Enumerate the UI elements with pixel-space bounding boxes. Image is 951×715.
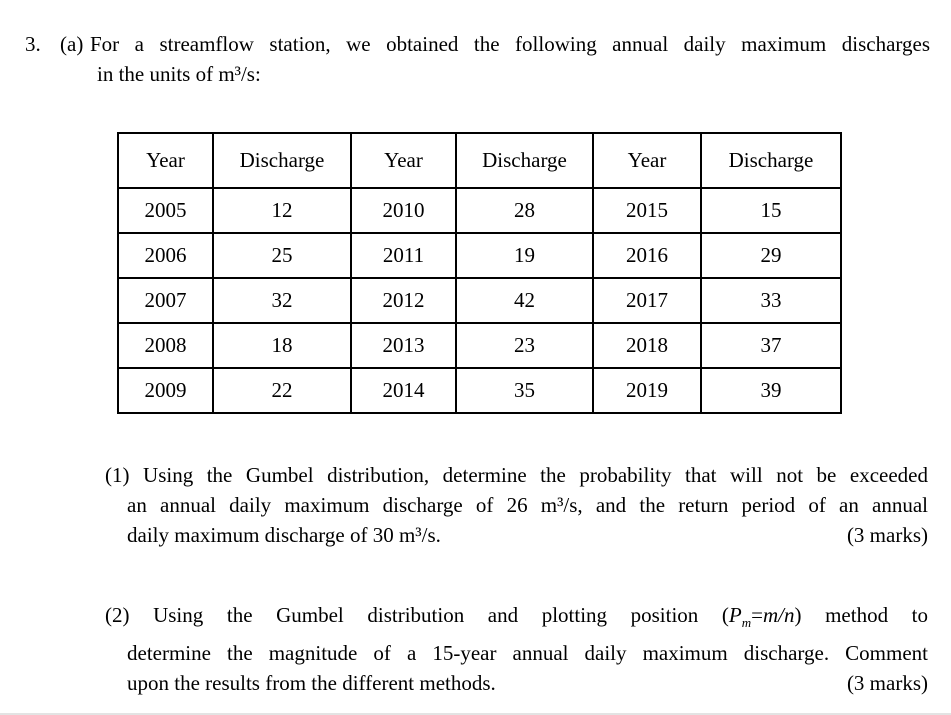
year-cell: 2010 [350, 187, 457, 234]
question-1-number: (1) [105, 463, 130, 487]
table-row: 2007 32 2012 42 2017 33 [117, 277, 842, 324]
question-1-line-1: (1) Using the Gumbel distribution, deter… [105, 460, 929, 490]
discharge-cell: 35 [455, 367, 594, 414]
question-2-line-3-text: upon the results from the different meth… [127, 671, 496, 696]
discharge-cell: 32 [212, 277, 352, 324]
table-row: 2006 25 2011 19 2016 29 [117, 232, 842, 279]
year-cell: 2015 [592, 187, 702, 234]
table-row: 2005 12 2010 28 2015 15 [117, 187, 842, 234]
table-header-cell: Year [592, 132, 702, 189]
formula-subscript-m: m [741, 615, 752, 631]
year-cell: 2014 [350, 367, 457, 414]
discharge-cell: 18 [212, 322, 352, 369]
formula-equals: = [751, 603, 763, 627]
discharge-cell: 28 [455, 187, 594, 234]
year-cell: 2018 [592, 322, 702, 369]
table-header-cell: Discharge [700, 132, 842, 189]
intro-line-1: For a streamflow station, we obtained th… [90, 32, 930, 56]
table-header-cell: Discharge [455, 132, 594, 189]
question-2-line-1-prefix: Using the Gumbel distribution and plotti… [153, 603, 699, 627]
question-1-line-1-text: Using the Gumbel distribution, determine… [143, 463, 929, 487]
question-2-line-3: upon the results from the different meth… [127, 668, 928, 698]
formula-expression: m/n [762, 603, 795, 627]
discharge-cell: 25 [212, 232, 352, 279]
question-2-number: (2) [105, 603, 130, 627]
formula-close-paren: ) [794, 603, 802, 627]
table-row: 2009 22 2014 35 2019 39 [117, 367, 842, 414]
table-header-cell: Year [350, 132, 457, 189]
table-row: 2008 18 2013 23 2018 37 [117, 322, 842, 369]
table-header-cell: Discharge [212, 132, 352, 189]
item-number: 3. [25, 32, 41, 56]
discharge-cell: 29 [700, 232, 842, 279]
year-cell: 2006 [117, 232, 214, 279]
year-cell: 2012 [350, 277, 457, 324]
year-cell: 2005 [117, 187, 214, 234]
table-header-cell: Year [117, 132, 214, 189]
year-cell: 2011 [350, 232, 457, 279]
discharge-cell: 37 [700, 322, 842, 369]
question-1-marks: (3 marks) [846, 523, 928, 547]
year-cell: 2019 [592, 367, 702, 414]
discharge-cell: 23 [455, 322, 594, 369]
formula-variable-P: P [728, 603, 742, 627]
discharge-cell: 12 [212, 187, 352, 234]
year-cell: 2017 [592, 277, 702, 324]
table-header-row: Year Discharge Year Discharge Year Disch… [117, 132, 842, 189]
discharge-cell: 42 [455, 277, 594, 324]
year-cell: 2016 [592, 232, 702, 279]
question-1-line-3-text: daily maximum discharge of 30 m³/s. [127, 523, 441, 547]
discharge-cell: 39 [700, 367, 842, 414]
page-bottom-edge [0, 713, 951, 715]
sub-question-2: (2) Using the Gumbel distribution and pl… [105, 600, 928, 698]
intro-line-2: in the units of m³/s: [97, 62, 261, 86]
plotting-position-formula: (Pm=m/n) [721, 603, 802, 631]
formula-open-paren: ( [721, 603, 729, 627]
intro-text: For a streamflow station, we obtained th… [90, 29, 930, 89]
discharge-data-table: Year Discharge Year Discharge Year Disch… [117, 132, 842, 414]
question-2-line-2: determine the magnitude of a 15-year ann… [127, 641, 928, 666]
year-cell: 2009 [117, 367, 214, 414]
sub-question-1: (1) Using the Gumbel distribution, deter… [105, 460, 928, 550]
part-label: (a) [60, 32, 84, 56]
question-1-line-2: an annual daily maximum discharge of 26 … [127, 493, 928, 517]
discharge-cell: 22 [212, 367, 352, 414]
question-heading: 3. (a) For a streamflow station, we obta… [25, 29, 930, 89]
question-2-line-1-suffix: method to [825, 603, 928, 627]
year-cell: 2013 [350, 322, 457, 369]
question-2-line-1: (2) Using the Gumbel distribution and pl… [105, 600, 928, 638]
discharge-cell: 33 [700, 277, 842, 324]
discharge-cell: 19 [455, 232, 594, 279]
year-cell: 2008 [117, 322, 214, 369]
discharge-cell: 15 [700, 187, 842, 234]
question-2-marks: (3 marks) [846, 671, 928, 696]
question-1-line-3: daily maximum discharge of 30 m³/s. (3 m… [127, 520, 928, 550]
year-cell: 2007 [117, 277, 214, 324]
